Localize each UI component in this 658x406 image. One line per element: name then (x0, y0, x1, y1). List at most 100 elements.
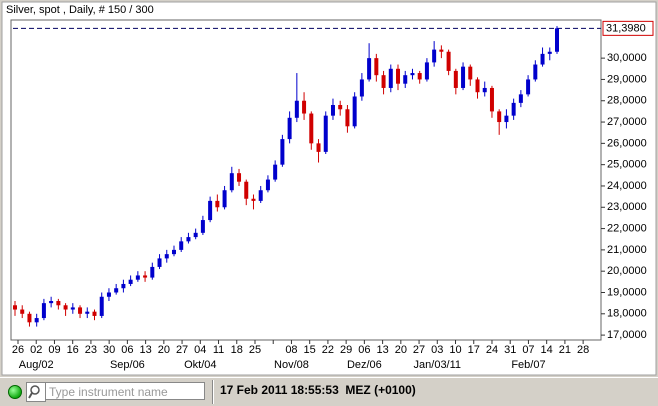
candle-body (135, 275, 140, 280)
y-tick-label: 17,0000 (607, 329, 647, 341)
y-tick-label: 19,0000 (607, 286, 647, 298)
x-tick-label: 21 (559, 344, 571, 356)
candle-body (540, 53, 545, 65)
candle-body (193, 232, 198, 238)
x-tick-label: 29 (340, 344, 352, 356)
candle-body (114, 288, 119, 293)
x-tick-label: 06 (358, 344, 370, 356)
plot-frame (10, 19, 602, 341)
chart-title: Silver, spot , Daily, # 150 / 300 (6, 4, 154, 16)
timestamp: 17 Feb 2011 18:55:53 MEZ (+0100) (220, 383, 416, 397)
candle-body (475, 79, 480, 93)
x-tick-label: 20 (395, 344, 407, 356)
x-tick-label: 04 (194, 344, 206, 356)
x-tick-label: 09 (48, 344, 60, 356)
candle-body (388, 68, 393, 88)
y-tick-label: 30,0000 (607, 52, 647, 64)
y-tick-label: 23,0000 (607, 201, 647, 213)
candle-body (424, 62, 429, 80)
candle-body (85, 311, 90, 314)
y-tick-label: 21,0000 (607, 244, 647, 256)
candle-body (121, 283, 126, 289)
candle-body (511, 102, 516, 116)
candle-body (27, 313, 32, 323)
x-tick-label: 27 (176, 344, 188, 356)
x-tick-label: 27 (413, 344, 425, 356)
x-tick-label: 06 (121, 344, 133, 356)
y-tick-label: 20,0000 (607, 265, 647, 277)
candle-body (533, 64, 538, 80)
last-price-label: 31,3980 (606, 22, 646, 34)
x-tick-label: 17 (468, 344, 480, 356)
search-button[interactable] (26, 382, 46, 402)
candle-body (302, 100, 307, 114)
candle-body (439, 49, 444, 52)
x-tick-label: 13 (376, 344, 388, 356)
x-tick-label: 26 (12, 344, 24, 356)
candle-body (555, 28, 559, 52)
candle-body (99, 296, 104, 316)
candle-body (359, 79, 364, 97)
month-label: Sep/06 (110, 359, 145, 371)
candle-body (186, 237, 191, 242)
chart: Silver, spot , Daily, # 150 / 300 17,000… (1, 1, 657, 376)
candle-body (461, 66, 466, 88)
candle-body (287, 117, 292, 140)
candle-body (309, 113, 314, 144)
candle-body (497, 111, 502, 123)
candle-body (63, 305, 68, 310)
x-tick-label: 31 (504, 344, 516, 356)
candle-body (446, 51, 451, 71)
x-tick-label: 23 (85, 344, 97, 356)
x-tick-label: 22 (322, 344, 334, 356)
x-tick-label: 25 (249, 344, 261, 356)
candle-body (410, 73, 415, 76)
candle-body (526, 79, 531, 95)
candle-body (518, 94, 523, 103)
x-tick-label: 14 (541, 344, 553, 356)
candle-body (49, 301, 54, 304)
candle-body (143, 275, 148, 278)
x-tick-label: 10 (449, 344, 461, 356)
candle-body (403, 75, 408, 84)
x-tick-label: 11 (213, 344, 224, 356)
candle-body (20, 309, 25, 314)
candle-body (164, 254, 169, 259)
candle-body (323, 115, 328, 152)
candle-body (453, 70, 458, 88)
candle-body (41, 303, 46, 319)
candle-body (381, 75, 386, 88)
y-tick-label: 18,0000 (607, 308, 647, 320)
candle-body (56, 301, 61, 306)
x-tick-label: 08 (285, 344, 297, 356)
month-label: Jan/03/11 (414, 359, 462, 371)
candle-body (352, 96, 357, 127)
instrument-search[interactable]: Type instrument name (45, 382, 205, 400)
x-tick-label: 13 (139, 344, 151, 356)
y-tick-label: 29,0000 (607, 73, 647, 85)
candle-body (215, 200, 220, 208)
x-tick-label: 28 (577, 344, 589, 356)
candle-body (34, 318, 39, 323)
y-tick-label: 27,0000 (607, 116, 647, 128)
candle-body (417, 73, 422, 80)
candle-body (504, 115, 509, 123)
candle-body (13, 305, 17, 310)
month-label: Dez/06 (347, 359, 382, 371)
candle-body (157, 258, 162, 267)
candle-body (244, 181, 249, 199)
candle-body (92, 311, 97, 316)
candle-body (237, 173, 242, 182)
candle-body (338, 105, 343, 110)
candle-body (468, 66, 473, 80)
y-tick-label: 26,0000 (607, 137, 647, 149)
candle-body (251, 198, 256, 201)
connection-indicator (8, 385, 22, 399)
candle-body (78, 307, 83, 314)
candle-body (280, 139, 285, 165)
candle-body (179, 241, 184, 250)
candle-body (208, 200, 213, 221)
x-tick-label: 18 (231, 344, 243, 356)
candle-body (316, 143, 321, 152)
